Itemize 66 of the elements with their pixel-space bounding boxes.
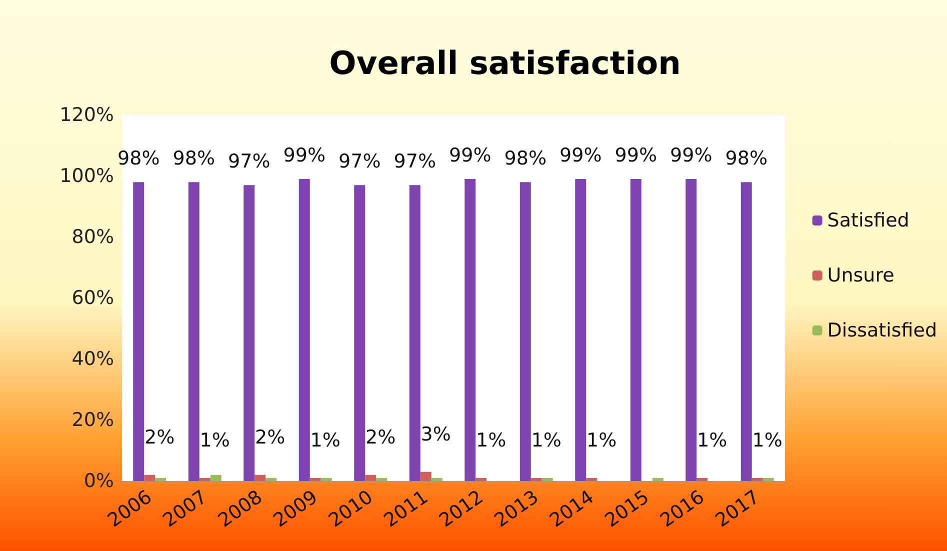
data-label: 97%: [228, 150, 270, 173]
bar: [310, 478, 321, 481]
data-label: 1%: [200, 429, 230, 452]
bar: [542, 478, 553, 481]
bar: [320, 478, 332, 481]
data-label: 2%: [144, 426, 175, 448]
bar: [575, 179, 586, 481]
bar: [431, 478, 442, 481]
bar: [420, 472, 432, 481]
legend-label: Unsure: [827, 264, 894, 286]
bar: [155, 478, 166, 481]
y-tick-label: 40%: [72, 348, 114, 370]
y-tick-label: 80%: [72, 226, 114, 248]
data-label: 1%: [586, 429, 617, 452]
data-label: 98%: [118, 148, 160, 170]
data-label: 1%: [697, 429, 728, 452]
data-label: 97%: [338, 150, 381, 173]
data-label: 99%: [283, 144, 326, 167]
data-label: 98%: [725, 148, 768, 170]
bar: [686, 179, 697, 481]
y-tick-label: 60%: [72, 287, 114, 309]
data-label: 1%: [531, 429, 562, 452]
bar: [476, 478, 487, 481]
bar: [144, 474, 156, 481]
data-label: 99%: [614, 144, 657, 167]
bar: [365, 474, 376, 481]
chart-title: Overall satisfaction: [329, 44, 681, 82]
data-label: 3%: [420, 423, 451, 446]
bar: [199, 478, 210, 481]
bar: [652, 478, 664, 481]
data-label: 97%: [394, 150, 436, 173]
data-label: 2%: [366, 426, 396, 448]
data-label: 99%: [670, 144, 712, 167]
data-label: 1%: [752, 429, 782, 452]
bar: [188, 182, 200, 481]
legend-label: Dissatisfied: [827, 320, 938, 342]
bar: [464, 179, 476, 481]
bar: [762, 478, 774, 481]
bar: [376, 478, 388, 481]
bar: [520, 182, 531, 481]
bar: [630, 179, 642, 481]
data-label: 98%: [504, 148, 546, 170]
bar: [244, 185, 255, 481]
bar: [696, 478, 708, 481]
y-tick-label: 100%: [60, 165, 114, 187]
data-label: 98%: [172, 148, 215, 170]
bar: [409, 185, 420, 481]
bar: [254, 474, 266, 481]
bar: [740, 182, 752, 481]
legend-label: Satisfied: [827, 210, 910, 232]
bar: [354, 185, 366, 481]
bar: [133, 182, 144, 481]
bar: [530, 478, 542, 481]
bar: [586, 478, 598, 481]
data-label: 99%: [449, 144, 492, 167]
data-label: 1%: [310, 429, 340, 452]
bar: [752, 478, 763, 481]
y-tick-label: 20%: [72, 409, 114, 431]
bar: [298, 179, 310, 481]
data-label: 2%: [255, 426, 286, 448]
y-tick-label: 120%: [60, 104, 114, 126]
bar: [266, 478, 277, 481]
data-label: 99%: [560, 144, 602, 167]
bar: [210, 474, 222, 481]
y-tick-label: 0%: [84, 470, 114, 492]
data-label: 1%: [476, 429, 506, 452]
